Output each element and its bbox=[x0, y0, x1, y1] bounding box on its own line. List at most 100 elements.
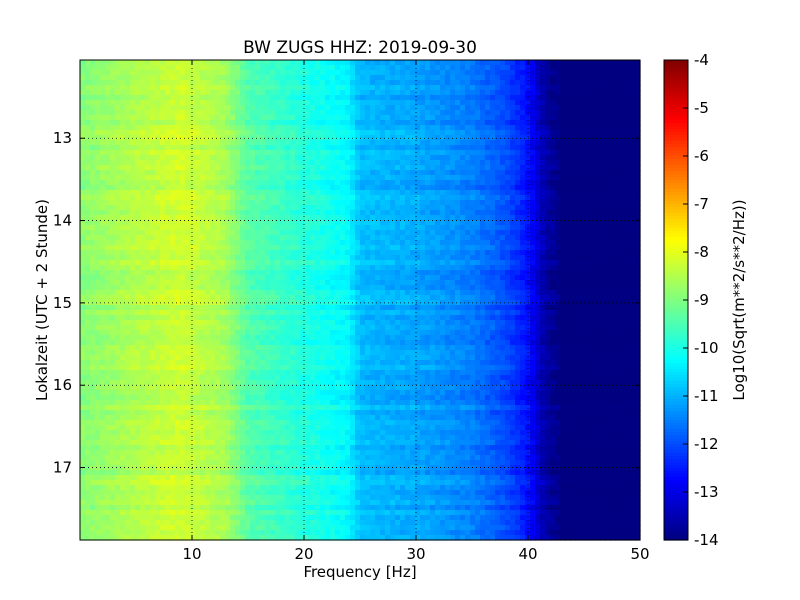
heatmap-cell bbox=[440, 70, 446, 76]
heatmap-cell bbox=[555, 70, 561, 76]
heatmap-cell bbox=[505, 165, 511, 171]
heatmap-cell bbox=[320, 280, 326, 286]
heatmap-cell bbox=[470, 100, 476, 106]
heatmap-cell bbox=[615, 255, 621, 261]
heatmap-cell bbox=[400, 200, 406, 206]
heatmap-cell bbox=[490, 155, 496, 161]
heatmap-cell bbox=[330, 170, 336, 176]
heatmap-cell bbox=[425, 255, 431, 261]
heatmap-cell bbox=[350, 135, 356, 141]
heatmap-cell bbox=[605, 90, 611, 96]
heatmap-cell bbox=[220, 210, 226, 216]
heatmap-cell bbox=[160, 95, 166, 101]
heatmap-cell bbox=[230, 130, 236, 136]
heatmap-cell bbox=[440, 125, 446, 131]
heatmap-cell bbox=[280, 140, 286, 146]
heatmap-cell bbox=[345, 205, 351, 211]
heatmap-cell bbox=[500, 275, 506, 281]
heatmap-cell bbox=[190, 270, 196, 276]
heatmap-cell bbox=[175, 140, 181, 146]
heatmap-cell bbox=[115, 210, 121, 216]
heatmap-cell bbox=[405, 205, 411, 211]
heatmap-cell bbox=[350, 270, 356, 276]
heatmap-cell bbox=[580, 215, 586, 221]
heatmap-cell bbox=[330, 150, 336, 156]
heatmap-cell bbox=[490, 230, 496, 236]
heatmap-cell bbox=[575, 205, 581, 211]
heatmap-cell bbox=[110, 230, 116, 236]
heatmap-cell bbox=[195, 210, 201, 216]
heatmap-cell bbox=[495, 145, 501, 151]
heatmap-cell bbox=[295, 70, 301, 76]
heatmap-cell bbox=[460, 90, 466, 96]
heatmap-cell bbox=[305, 260, 311, 266]
heatmap-cell bbox=[200, 165, 206, 171]
heatmap-cell bbox=[425, 200, 431, 206]
heatmap-cell bbox=[295, 230, 301, 236]
heatmap-cell bbox=[320, 80, 326, 86]
heatmap-cell bbox=[280, 185, 286, 191]
heatmap-cell bbox=[320, 270, 326, 276]
heatmap-cell bbox=[380, 190, 386, 196]
heatmap-cell bbox=[535, 85, 541, 91]
heatmap-cell bbox=[540, 85, 546, 91]
heatmap-cell bbox=[635, 170, 641, 176]
heatmap-cell bbox=[440, 260, 446, 266]
heatmap-cell bbox=[510, 170, 516, 176]
heatmap-cell bbox=[145, 195, 151, 201]
heatmap-cell bbox=[555, 190, 561, 196]
heatmap-cell bbox=[380, 85, 386, 91]
heatmap-cell bbox=[435, 95, 441, 101]
heatmap-cell bbox=[440, 185, 446, 191]
heatmap-cell bbox=[215, 80, 221, 86]
heatmap-cell bbox=[450, 165, 456, 171]
heatmap-cell bbox=[450, 140, 456, 146]
heatmap-cell bbox=[85, 145, 91, 151]
heatmap-cell bbox=[175, 225, 181, 231]
heatmap-cell bbox=[105, 220, 111, 226]
heatmap-cell bbox=[625, 140, 631, 146]
heatmap-cell bbox=[505, 230, 511, 236]
heatmap-cell bbox=[480, 140, 486, 146]
heatmap-cell bbox=[575, 75, 581, 81]
heatmap-cell bbox=[305, 230, 311, 236]
heatmap-cell bbox=[605, 220, 611, 226]
heatmap-cell bbox=[165, 170, 171, 176]
heatmap-cell bbox=[335, 85, 341, 91]
heatmap-cell bbox=[470, 65, 476, 71]
heatmap-cell bbox=[325, 215, 331, 221]
heatmap-cell bbox=[595, 145, 601, 151]
heatmap-cell bbox=[330, 115, 336, 121]
heatmap-cell bbox=[530, 230, 536, 236]
heatmap-cell bbox=[175, 260, 181, 266]
heatmap-cell bbox=[360, 275, 366, 281]
heatmap-cell bbox=[445, 65, 451, 71]
heatmap-cell bbox=[100, 85, 106, 91]
heatmap-cell bbox=[390, 100, 396, 106]
heatmap-cell bbox=[240, 85, 246, 91]
heatmap-cell bbox=[250, 90, 256, 96]
heatmap-cell bbox=[595, 100, 601, 106]
heatmap-cell bbox=[320, 65, 326, 71]
heatmap-cell bbox=[130, 130, 136, 136]
heatmap-cell bbox=[535, 80, 541, 86]
heatmap-cell bbox=[250, 75, 256, 81]
heatmap-cell bbox=[580, 115, 586, 121]
heatmap-cell bbox=[260, 250, 266, 256]
heatmap-cell bbox=[100, 105, 106, 111]
heatmap-cell bbox=[575, 185, 581, 191]
heatmap-cell bbox=[240, 115, 246, 121]
heatmap-cell bbox=[270, 255, 276, 261]
heatmap-cell bbox=[275, 125, 281, 131]
heatmap-cell bbox=[360, 170, 366, 176]
heatmap-cell bbox=[465, 110, 471, 116]
heatmap-cell bbox=[365, 215, 371, 221]
heatmap-cell bbox=[550, 155, 556, 161]
heatmap-cell bbox=[500, 185, 506, 191]
heatmap-cell bbox=[165, 110, 171, 116]
heatmap-cell bbox=[455, 125, 461, 131]
heatmap-cell bbox=[525, 200, 531, 206]
heatmap-cell bbox=[590, 80, 596, 86]
heatmap-cell bbox=[510, 160, 516, 166]
heatmap-cell bbox=[340, 180, 346, 186]
